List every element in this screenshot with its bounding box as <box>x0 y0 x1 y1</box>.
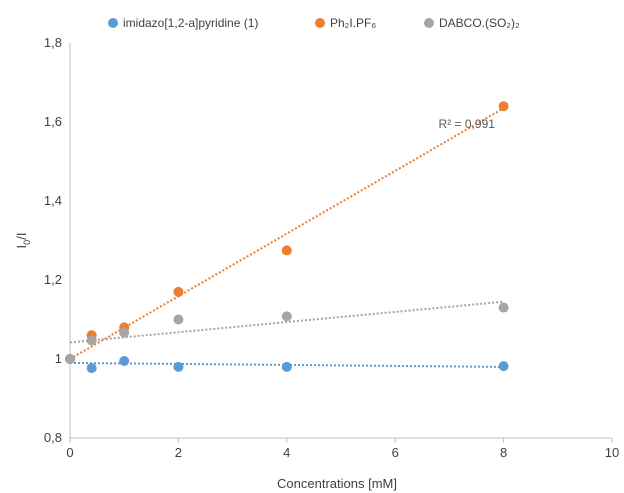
legend-label: DABCO.(SO₂)₂ <box>439 16 520 30</box>
y-tick-label: 1,4 <box>44 193 62 208</box>
x-tick-labels: 0 2 4 6 8 10 <box>66 445 619 460</box>
data-point-series-0 <box>173 361 184 372</box>
data-point-series-2 <box>65 354 75 364</box>
trendline-series-2 <box>69 300 504 344</box>
x-tick-label: 0 <box>66 445 73 460</box>
y-tick-label: 0,8 <box>44 430 62 445</box>
legend-marker <box>315 18 325 28</box>
x-axis-title: Concentrations [mM] <box>277 476 397 491</box>
data-point-series-2 <box>119 327 130 338</box>
legend-marker <box>108 18 118 28</box>
x-tick-label: 4 <box>283 445 290 460</box>
x-tick-label: 6 <box>392 445 399 460</box>
data-point-series-0 <box>86 363 97 374</box>
legend-label: imidazo[1,2-a]pyridine (1) <box>123 16 258 30</box>
data-point-series-0 <box>119 355 130 366</box>
data-point-series-0 <box>498 361 509 372</box>
data-points <box>65 101 509 374</box>
data-point-series-1 <box>498 101 509 112</box>
y-tick-label: 1,6 <box>44 114 62 129</box>
trendlines <box>69 107 505 368</box>
data-point-series-2 <box>498 302 509 313</box>
data-point-series-1 <box>281 245 292 256</box>
data-point-series-2 <box>173 314 184 325</box>
x-tick-label: 2 <box>175 445 182 460</box>
data-point-series-1 <box>173 286 184 297</box>
x-tick-label: 8 <box>500 445 507 460</box>
legend-label: Ph₂I.PF₆ <box>330 16 376 30</box>
y-tick-label: 1 <box>55 351 62 366</box>
y-tick-label: 1,8 <box>44 35 62 50</box>
y-axis-title: I0/I <box>14 233 32 249</box>
trendline-series-1 <box>69 107 505 360</box>
r-squared-label: R² = 0,991 <box>439 117 496 131</box>
legend-marker <box>424 18 434 28</box>
annotations: R² = 0,991 <box>439 117 496 131</box>
y-tick-label: 1,2 <box>44 272 62 287</box>
data-point-series-0 <box>281 361 292 372</box>
x-tick-label: 10 <box>605 445 619 460</box>
legend: imidazo[1,2-a]pyridine (1) Ph₂I.PF₆ DABCO.… <box>108 16 520 30</box>
data-point-series-2 <box>281 311 292 322</box>
y-tick-labels: 0,8 1 1,2 1,4 1,6 1,8 <box>44 35 62 445</box>
x-tick-marks <box>69 438 613 443</box>
data-point-series-2 <box>86 335 97 346</box>
